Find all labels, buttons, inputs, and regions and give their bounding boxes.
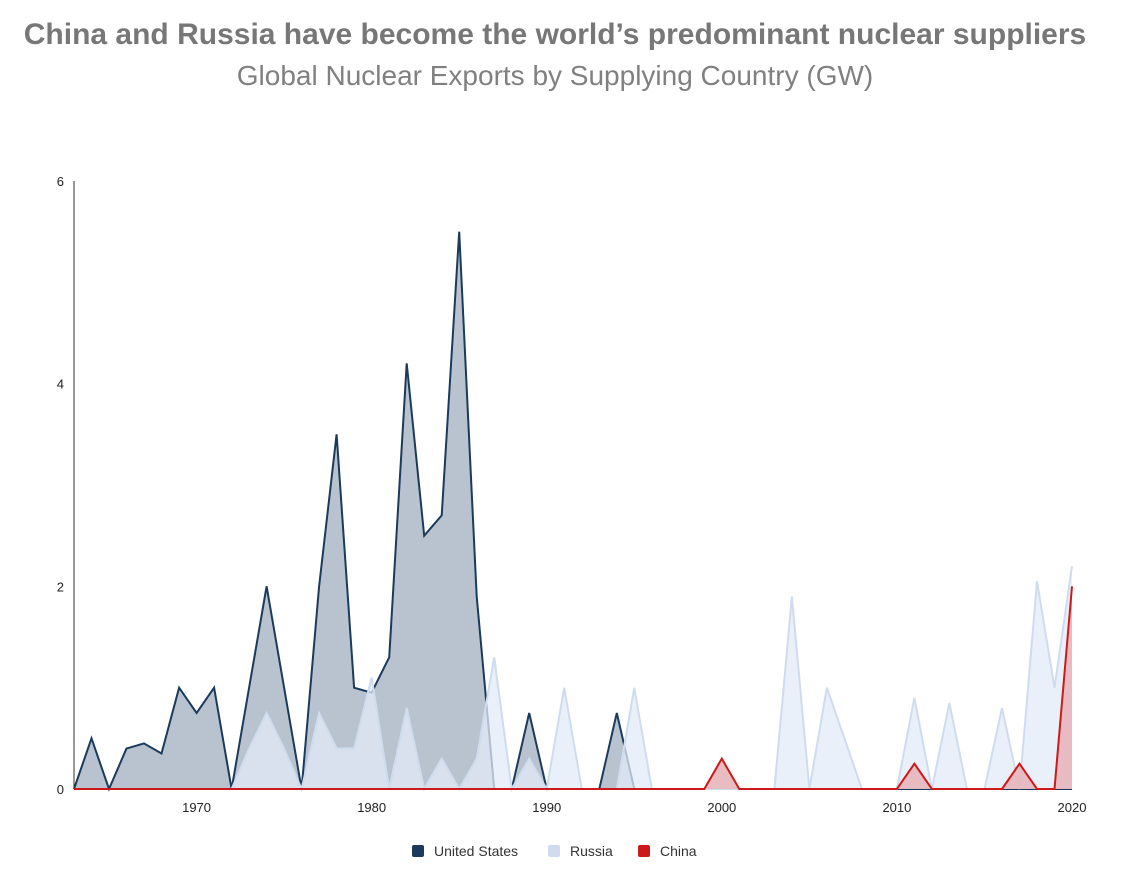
y-tick-label: 6 xyxy=(57,174,64,189)
legend-swatch-russia xyxy=(548,845,560,857)
legend-label-china: China xyxy=(660,843,697,859)
legend-label-russia: Russia xyxy=(570,843,613,859)
united-states-area xyxy=(74,231,1072,789)
x-tick-label: 1980 xyxy=(357,800,386,815)
china-line xyxy=(74,586,1073,790)
legend-swatch-united-states xyxy=(412,845,424,857)
y-tick-label: 2 xyxy=(57,579,64,594)
legend-swatch-china xyxy=(638,845,650,857)
y-tick-label: 4 xyxy=(57,377,64,392)
x-tick-label: 2010 xyxy=(882,800,911,815)
chart-subtitle: Global Nuclear Exports by Supplying Coun… xyxy=(236,60,874,91)
x-tick-label: 1990 xyxy=(532,800,561,815)
united-states-line xyxy=(73,231,1072,792)
x-tick-label: 1970 xyxy=(182,800,211,815)
russia-line xyxy=(74,565,1073,793)
y-tick-label: 0 xyxy=(57,782,64,797)
chart-title: China and Russia have become the world’s… xyxy=(23,18,1087,51)
x-tick-label: 2000 xyxy=(707,800,736,815)
legend-label-united-states: United States xyxy=(434,843,518,859)
x-tick-label: 2020 xyxy=(1058,800,1087,815)
russia-area xyxy=(74,566,1072,789)
